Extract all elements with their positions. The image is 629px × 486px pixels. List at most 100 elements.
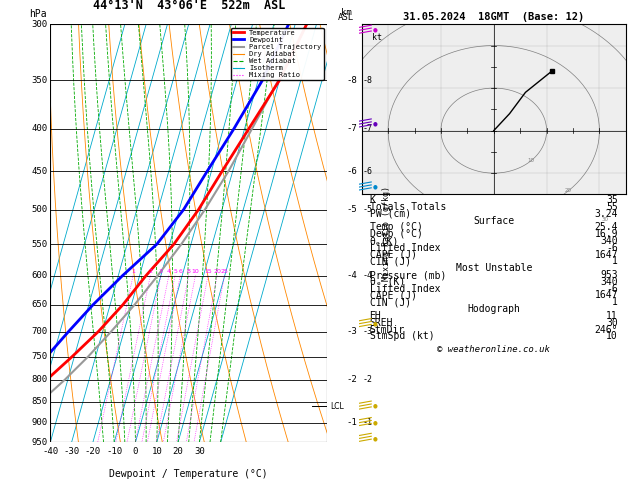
Text: ●: ● [372, 28, 377, 33]
Text: 400: 400 [31, 124, 47, 133]
Text: 31.05.2024  18GMT  (Base: 12): 31.05.2024 18GMT (Base: 12) [403, 12, 584, 22]
Legend: Temperature, Dewpoint, Parcel Trajectory, Dry Adiabat, Wet Adiabat, Isotherm, Mi: Temperature, Dewpoint, Parcel Trajectory… [231, 28, 323, 80]
Text: 3: 3 [159, 269, 163, 274]
Text: hPa: hPa [30, 9, 47, 19]
Text: 20: 20 [564, 188, 571, 192]
Text: 10: 10 [192, 269, 199, 274]
Text: -2: -2 [346, 376, 357, 384]
Text: -20: -20 [85, 447, 101, 456]
Text: CIN (J): CIN (J) [370, 257, 411, 266]
Text: ●: ● [372, 122, 377, 126]
Text: -6: -6 [346, 167, 357, 176]
Text: 600: 600 [31, 271, 47, 280]
Text: 4: 4 [167, 269, 171, 274]
Text: ●: ● [372, 420, 377, 425]
Text: 700: 700 [31, 327, 47, 336]
Text: CAPE (J): CAPE (J) [370, 291, 416, 300]
Text: -6: -6 [362, 167, 372, 176]
Text: -8: -8 [346, 76, 357, 85]
Text: -5: -5 [346, 205, 357, 214]
Text: -7: -7 [346, 124, 357, 133]
Text: ●: ● [372, 436, 377, 441]
Text: K: K [370, 195, 376, 205]
Text: -6: -6 [606, 284, 618, 294]
Text: CAPE (J): CAPE (J) [370, 250, 416, 260]
Text: 10: 10 [606, 331, 618, 341]
Text: 1: 1 [612, 297, 618, 307]
Text: 30: 30 [606, 318, 618, 328]
Text: 1: 1 [131, 269, 135, 274]
Text: -4: -4 [346, 271, 357, 280]
Text: 340: 340 [600, 277, 618, 287]
Text: -30: -30 [64, 447, 80, 456]
Text: 6: 6 [179, 269, 182, 274]
Text: 650: 650 [31, 300, 47, 309]
Text: kt: kt [372, 33, 382, 42]
Text: 11: 11 [606, 311, 618, 321]
Text: 850: 850 [31, 398, 47, 406]
Text: ●: ● [372, 404, 377, 409]
Text: Temp (°C): Temp (°C) [370, 223, 423, 232]
Text: 750: 750 [31, 352, 47, 361]
Text: CIN (J): CIN (J) [370, 297, 411, 307]
Text: -4: -4 [362, 271, 372, 280]
Text: θₑ(K): θₑ(K) [370, 236, 399, 246]
Text: 25: 25 [221, 269, 228, 274]
Text: 950: 950 [31, 438, 47, 447]
Text: Surface: Surface [473, 216, 515, 226]
Text: -10: -10 [106, 447, 122, 456]
Text: 340: 340 [600, 236, 618, 246]
Text: 10: 10 [527, 158, 534, 163]
Text: Dewp (°C): Dewp (°C) [370, 229, 423, 239]
Text: -40: -40 [42, 447, 58, 456]
Text: 1647: 1647 [594, 250, 618, 260]
Text: 30: 30 [194, 447, 204, 456]
Text: 953: 953 [600, 270, 618, 280]
Text: Dewpoint / Temperature (°C): Dewpoint / Temperature (°C) [109, 469, 268, 479]
Text: Lifted Index: Lifted Index [370, 243, 440, 253]
Text: -6: -6 [606, 243, 618, 253]
Text: Hodograph: Hodograph [467, 304, 520, 314]
Text: -7: -7 [362, 124, 372, 133]
Text: 15: 15 [204, 269, 212, 274]
Text: ●: ● [372, 185, 377, 190]
Text: 20: 20 [213, 269, 221, 274]
Text: ASL: ASL [338, 13, 354, 22]
Text: 16.9: 16.9 [594, 229, 618, 239]
Text: 550: 550 [31, 240, 47, 248]
Text: 1647: 1647 [594, 291, 618, 300]
Text: LCL: LCL [330, 401, 344, 411]
Text: -3: -3 [346, 327, 357, 336]
Text: km: km [340, 8, 352, 17]
Text: 1: 1 [612, 257, 618, 266]
Text: ●: ● [372, 321, 377, 326]
Text: EH: EH [370, 311, 381, 321]
Text: -8: -8 [362, 76, 372, 85]
Text: 2: 2 [148, 269, 152, 274]
Text: 30: 30 [601, 217, 608, 223]
Text: -2: -2 [362, 376, 372, 384]
Text: 3.24: 3.24 [594, 209, 618, 219]
Text: Totals Totals: Totals Totals [370, 202, 446, 212]
Text: 20: 20 [173, 447, 184, 456]
Text: Lifted Index: Lifted Index [370, 284, 440, 294]
Text: 300: 300 [31, 20, 47, 29]
Text: 5: 5 [173, 269, 177, 274]
Text: 35: 35 [606, 195, 618, 205]
Text: StmDir: StmDir [370, 325, 405, 334]
Text: -3: -3 [362, 327, 372, 336]
Text: 246°: 246° [594, 325, 618, 334]
Text: -1: -1 [362, 418, 372, 427]
Text: 10: 10 [152, 447, 162, 456]
Text: Pressure (mb): Pressure (mb) [370, 270, 446, 280]
Text: 500: 500 [31, 205, 47, 214]
Text: 450: 450 [31, 167, 47, 176]
Text: StmSpd (kt): StmSpd (kt) [370, 331, 434, 341]
Text: Most Unstable: Most Unstable [455, 263, 532, 273]
Text: 0: 0 [133, 447, 138, 456]
Text: 55: 55 [606, 202, 618, 212]
Text: PW (cm): PW (cm) [370, 209, 411, 219]
Text: 800: 800 [31, 376, 47, 384]
Text: Mixing Ratio (g/kg): Mixing Ratio (g/kg) [382, 186, 391, 281]
Text: SREH: SREH [370, 318, 393, 328]
